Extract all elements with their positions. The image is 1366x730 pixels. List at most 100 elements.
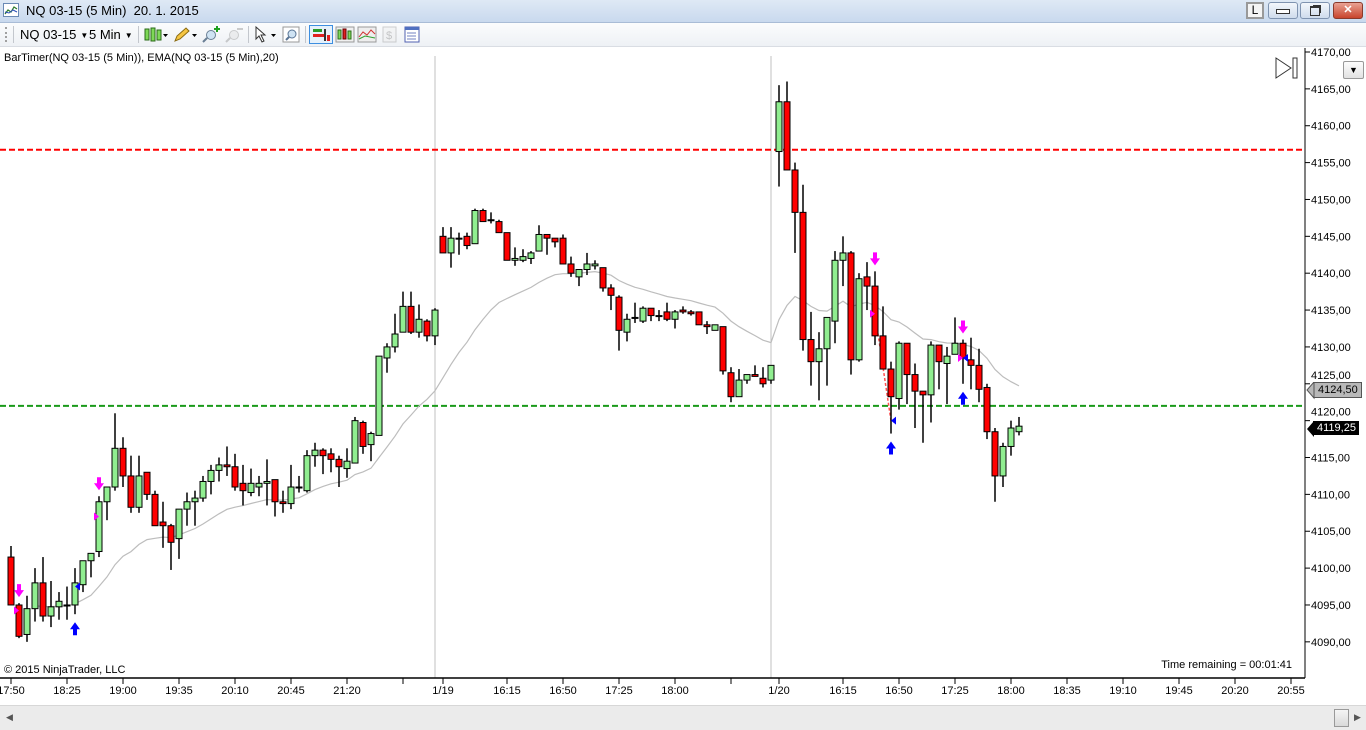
- dollar-button[interactable]: $: [380, 25, 400, 44]
- candle: [359, 420, 367, 454]
- candle-body: [351, 420, 359, 464]
- candle-body: [639, 307, 647, 322]
- y-tick-label: 4145,00: [1311, 231, 1351, 243]
- candle-body: [895, 342, 903, 400]
- candle-body: [119, 447, 127, 477]
- candle: [975, 348, 983, 403]
- candle-body: [167, 525, 175, 543]
- candle: [847, 251, 855, 375]
- candle: [207, 464, 215, 495]
- candle-body: [687, 311, 695, 315]
- candle: [351, 416, 359, 464]
- instrument-selector[interactable]: NQ 03-15 ▼: [20, 25, 88, 44]
- candle-body: [311, 449, 319, 457]
- candle: [991, 428, 999, 502]
- interval-selector[interactable]: 5 Min ▼: [89, 25, 133, 44]
- pointer-button[interactable]: [253, 25, 279, 44]
- candle-body: [63, 604, 71, 607]
- zoom-out-button[interactable]: [224, 25, 244, 44]
- candle-body: [375, 355, 383, 436]
- candle: [479, 208, 487, 223]
- chart-style-button[interactable]: [143, 25, 169, 44]
- minimize-button[interactable]: [1268, 2, 1298, 19]
- candle: [559, 234, 567, 265]
- zoom-in-button[interactable]: [201, 25, 221, 44]
- y-tick-label: 4125,00: [1311, 370, 1351, 382]
- candle: [279, 490, 287, 513]
- candle: [159, 501, 167, 548]
- scrollbar-thumb[interactable]: [1334, 709, 1349, 727]
- candle-body: [599, 267, 607, 289]
- candle: [623, 313, 631, 342]
- candle: [111, 413, 119, 491]
- scroll-right-icon[interactable]: ▶: [1354, 712, 1361, 722]
- candle-body: [367, 433, 375, 446]
- candle: [871, 271, 879, 346]
- candle-body: [447, 237, 455, 254]
- link-button[interactable]: L: [1246, 2, 1264, 19]
- bar-chart-button[interactable]: [335, 25, 355, 44]
- candle: [575, 269, 583, 287]
- drawing-tools-icon: [174, 27, 197, 42]
- trade-connector-line: [874, 313, 892, 421]
- candle: [391, 313, 399, 353]
- close-button[interactable]: ✕: [1333, 2, 1363, 19]
- restore-button[interactable]: [1300, 2, 1330, 19]
- magnifier-button[interactable]: [281, 25, 301, 44]
- price-marker-pointers: [1306, 382, 1315, 437]
- candle: [615, 295, 623, 351]
- candle-body: [15, 604, 23, 637]
- candle: [647, 307, 655, 322]
- axis-menu-button[interactable]: ▼: [1343, 61, 1364, 79]
- data-box-button[interactable]: [309, 25, 333, 44]
- drawing-tools-button[interactable]: [172, 25, 198, 44]
- y-tick-label: 4115,00: [1311, 453, 1350, 465]
- candle-body: [95, 501, 103, 553]
- candle: [775, 85, 783, 187]
- candle-body: [519, 256, 527, 261]
- candle-body: [295, 486, 303, 489]
- candle-body: [127, 475, 135, 508]
- candle: [855, 273, 863, 362]
- candle: [551, 237, 559, 248]
- candle: [703, 321, 711, 335]
- candle-body: [951, 342, 959, 355]
- candle: [191, 490, 199, 526]
- candle: [39, 557, 47, 622]
- horizontal-scrollbar[interactable]: ◀ ▶: [0, 705, 1366, 730]
- scroll-left-icon[interactable]: ◀: [6, 712, 13, 722]
- candle: [879, 306, 887, 370]
- candle: [495, 219, 503, 234]
- properties-button[interactable]: [402, 25, 422, 44]
- candle-body: [927, 344, 935, 396]
- candle-body: [439, 235, 447, 254]
- candle-body: [623, 318, 631, 333]
- candle: [311, 442, 319, 467]
- indicators-button[interactable]: [357, 25, 377, 44]
- candle: [791, 162, 799, 253]
- candle: [1007, 420, 1015, 456]
- candle-body: [511, 257, 519, 261]
- candle-body: [591, 263, 599, 267]
- candle-body: [287, 486, 295, 505]
- candle-body: [183, 501, 191, 510]
- last-price-marker: 4119,25: [1313, 421, 1359, 435]
- window-title: NQ 03-15 (5 Min) 20. 1. 2015: [26, 3, 199, 18]
- price-chart[interactable]: 4170,00 4165,00 4160,00 4155,00 4150,00 4145,…: [0, 46, 1366, 704]
- candle: [695, 311, 703, 326]
- candle-body: [943, 355, 951, 365]
- chevron-down-icon: ▼: [80, 31, 89, 41]
- candle-body: [159, 521, 167, 527]
- scroll-to-end-icon[interactable]: [1274, 57, 1298, 79]
- candle: [543, 233, 551, 255]
- candle: [959, 339, 967, 384]
- toolbar-grip[interactable]: [5, 27, 9, 42]
- candle: [231, 453, 239, 491]
- y-tick-label: 4090,00: [1311, 637, 1351, 649]
- candle: [415, 304, 423, 338]
- candle: [519, 249, 527, 263]
- candle-body: [783, 101, 791, 171]
- candle: [255, 475, 263, 497]
- candle-body: [863, 276, 871, 287]
- candle: [655, 310, 663, 322]
